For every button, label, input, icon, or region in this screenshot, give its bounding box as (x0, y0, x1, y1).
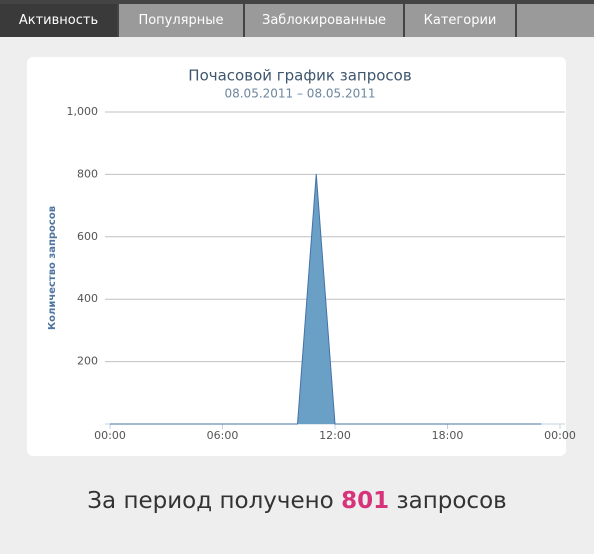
y-tick-label: 200 (77, 355, 98, 368)
x-tick-label: 00:00 (544, 429, 576, 442)
summary: За период получено 801 запросов (0, 488, 594, 514)
x-tick-label: 00:00 (94, 429, 126, 442)
y-tick-label: 600 (77, 230, 98, 243)
chart-subtitle: 08.05.2011 – 08.05.2011 (224, 87, 375, 101)
tab[interactable]: Категории (405, 4, 515, 37)
y-tick-label: 400 (77, 292, 98, 305)
summary-count: 801 (341, 488, 390, 514)
tab-bar: Активность Популярные Заблокированные Ка… (0, 0, 594, 37)
x-tick-label: 12:00 (319, 429, 351, 442)
tab[interactable]: Популярные (119, 4, 243, 37)
tab[interactable]: Заблокированные (245, 4, 403, 37)
summary-text: За период получено (87, 488, 334, 514)
summary-unit: запросов (396, 488, 507, 514)
y-tick-label: 1,000 (67, 105, 99, 118)
chart: Почасовой график запросов 08.05.2011 – 0… (47, 67, 576, 443)
y-tick-label: 800 (77, 167, 98, 180)
y-axis-title: Количество запросов (47, 206, 58, 330)
x-tick-label: 06:00 (207, 429, 239, 442)
tab-empty (517, 4, 594, 37)
line (110, 174, 542, 425)
x-tick-label: 18:00 (432, 429, 464, 442)
chart-panel (27, 57, 566, 456)
tab[interactable]: Активность (0, 4, 117, 37)
chart-title: Почасовой график запросов (188, 67, 411, 85)
